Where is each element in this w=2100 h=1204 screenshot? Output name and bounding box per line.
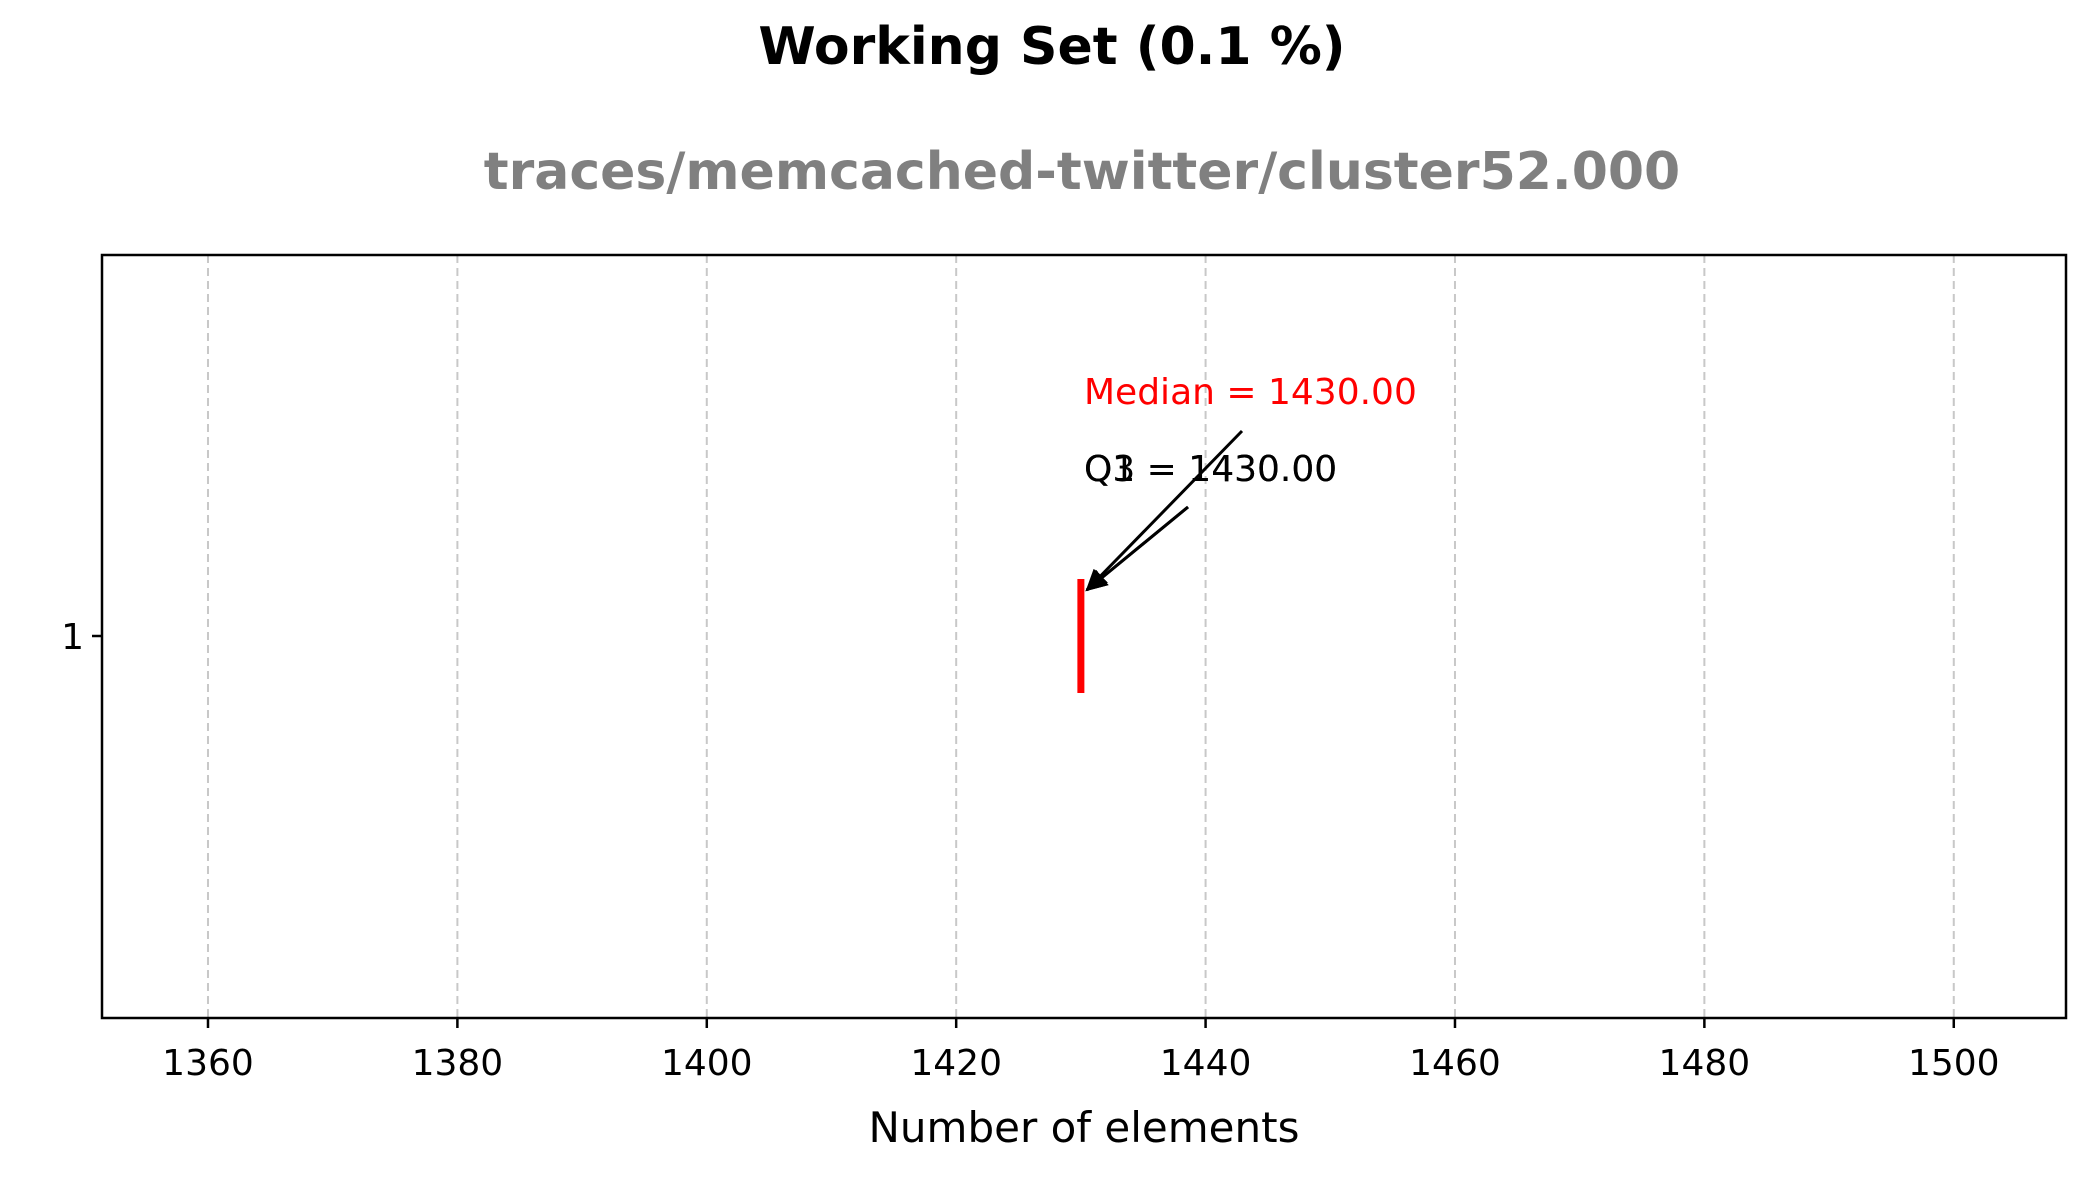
x-axis-label: Number of elements: [869, 1103, 1300, 1152]
x-tick-label: 1460: [1409, 1043, 1501, 1084]
x-axis-ticks: 1360 1380 1400 1420 1440 1460 1480 1500: [162, 1018, 1999, 1084]
x-tick-label: 1500: [1908, 1043, 2000, 1084]
x-tick-label: 1420: [910, 1043, 1002, 1084]
annotation-q3: Q3 = 1430.00: [1084, 449, 1337, 490]
annotation-median: Median = 1430.00: [1084, 372, 1417, 413]
x-tick-label: 1480: [1659, 1043, 1751, 1084]
x-tick-label: 1400: [661, 1043, 753, 1084]
annotation-arrow: [1087, 507, 1188, 590]
x-tick-label: 1360: [162, 1043, 254, 1084]
y-axis-ticks: 1: [61, 617, 102, 658]
chart-title: Working Set (0.1 %): [758, 17, 1345, 77]
y-tick-label: 1: [61, 617, 84, 658]
x-tick-label: 1380: [412, 1043, 504, 1084]
chart-subtitle: traces/memcached-twitter/cluster52.000: [484, 142, 1680, 202]
x-tick-label: 1440: [1160, 1043, 1252, 1084]
